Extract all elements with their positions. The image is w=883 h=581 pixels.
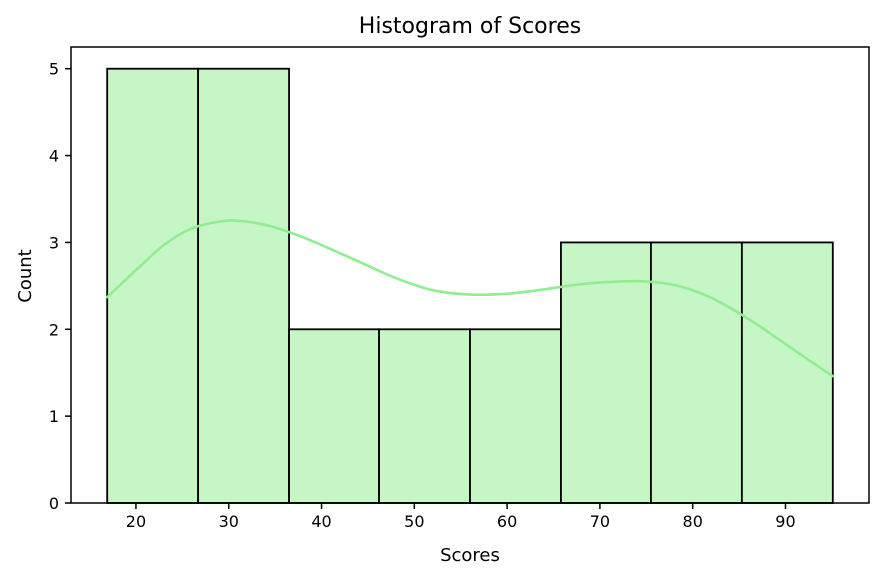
y-tick-label: 3: [49, 233, 59, 252]
histogram-bar-1: [106, 67, 200, 504]
x-tick-label: 20: [126, 512, 146, 531]
y-tick-label: 5: [49, 60, 59, 79]
plot-frame: [70, 46, 870, 504]
x-tick-label: 70: [590, 512, 610, 531]
histogram-bar-7: [650, 241, 743, 504]
x-axis-label: Scores: [440, 545, 500, 566]
x-tick-label: 40: [311, 512, 331, 531]
histogram-bars: [106, 67, 834, 504]
histogram-bar-4: [378, 328, 471, 504]
histogram-bar-8: [740, 241, 834, 504]
x-axis-ticks: 20 30 40 50 60 70 80 90: [126, 503, 796, 531]
histogram-bar-3: [288, 328, 380, 504]
y-tick-label: 2: [49, 320, 59, 339]
y-axis-ticks: 0 1 2 3 4 5: [49, 60, 71, 513]
x-tick-label: 50: [404, 512, 424, 531]
kde-curve: [105, 219, 835, 378]
x-tick-label: 60: [497, 512, 517, 531]
histogram-bar-5: [469, 328, 562, 504]
x-tick-label: 90: [775, 512, 795, 531]
y-axis-label: Count: [15, 249, 36, 302]
y-tick-label: 1: [49, 407, 59, 426]
y-tick-label: 0: [49, 494, 59, 513]
y-tick-label: 4: [49, 147, 59, 166]
histogram-bar-2: [197, 67, 290, 504]
x-tick-label: 30: [219, 512, 239, 531]
chart-title: Histogram of Scores: [359, 14, 581, 39]
x-tick-label: 80: [683, 512, 703, 531]
